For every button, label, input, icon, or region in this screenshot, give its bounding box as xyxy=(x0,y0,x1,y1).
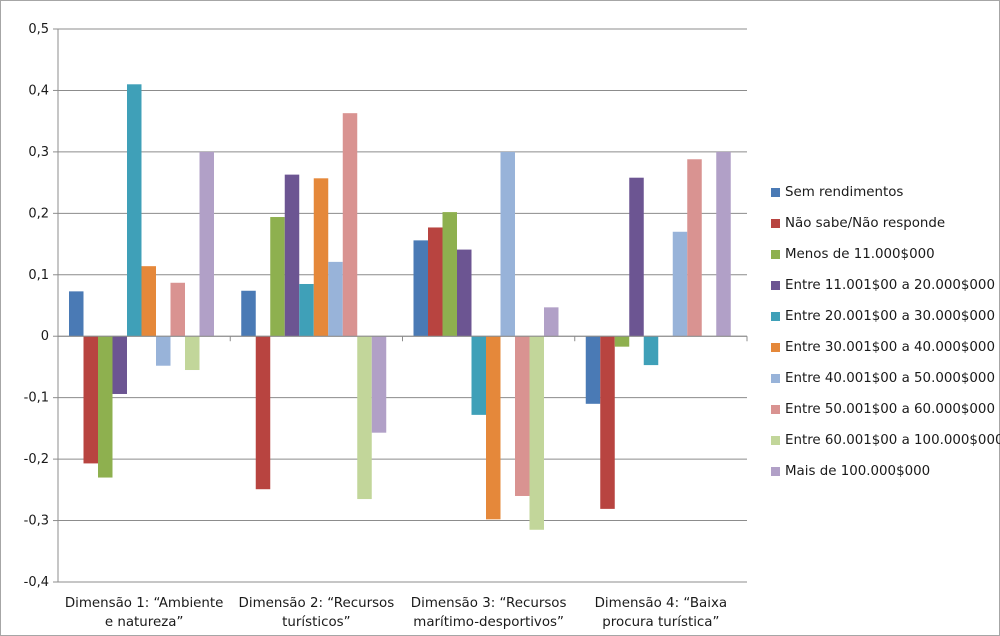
bar xyxy=(371,336,387,433)
legend-item: Menos de 11.000$000 xyxy=(771,239,996,270)
legend-swatch xyxy=(771,436,780,445)
legend-item: Entre 40.001$00 a 50.000$000 xyxy=(771,363,996,394)
y-tick-label: -0,1 xyxy=(24,391,49,406)
legend-label: Entre 50.001$00 a 60.000$000 xyxy=(785,402,995,417)
bar xyxy=(716,151,731,337)
bar xyxy=(112,336,127,394)
legend-swatch xyxy=(771,374,780,383)
bar xyxy=(471,336,486,415)
legend-item: Sem rendimentos xyxy=(771,177,996,208)
legend-label: Sem rendimentos xyxy=(785,185,904,200)
bar xyxy=(284,174,300,337)
category-label: Dimensão 1: “Ambiente xyxy=(65,596,224,611)
bars xyxy=(69,84,731,530)
legend-item: Mais de 100.000$000 xyxy=(771,456,996,487)
bar xyxy=(313,178,329,337)
bar xyxy=(500,151,515,337)
legend-label: Não sabe/Não responde xyxy=(785,216,946,231)
legend-item: Entre 30.001$00 a 40.000$000 xyxy=(771,332,996,363)
bar xyxy=(270,217,285,337)
legend-item: Entre 60.001$00 a 100.000$000 xyxy=(771,425,1000,456)
bar xyxy=(185,336,200,371)
bar xyxy=(544,307,559,337)
legend-swatch xyxy=(771,250,780,259)
bar xyxy=(127,84,142,337)
legend-item: Não sabe/Não responde xyxy=(771,208,996,239)
bar xyxy=(413,240,428,337)
category-label: marítimo-desportivos” xyxy=(413,614,564,630)
legend-swatch xyxy=(771,312,780,321)
bar xyxy=(299,283,314,337)
legend-label: Entre 60.001$00 a 100.000$000 xyxy=(785,433,1000,448)
bar xyxy=(328,261,343,337)
y-tick-label: 0 xyxy=(41,329,49,344)
legend-label: Entre 20.001$00 a 30.000$000 xyxy=(785,309,995,324)
bar xyxy=(486,336,501,520)
category-label: Dimensão 3: “Recursos xyxy=(411,596,567,611)
y-tick-label: -0,2 xyxy=(24,452,49,467)
category-label: procura turística” xyxy=(602,614,719,630)
category-label: Dimensão 2: “Recursos xyxy=(239,596,395,611)
y-tick-label: 0,4 xyxy=(28,83,49,98)
y-tick-label: 0,3 xyxy=(28,145,49,160)
bar xyxy=(457,249,472,337)
y-tick-label: -0,4 xyxy=(24,575,49,590)
bar xyxy=(585,336,601,404)
bar xyxy=(141,266,156,337)
bar xyxy=(515,336,530,496)
axes xyxy=(53,28,748,583)
bar xyxy=(241,290,256,337)
bar xyxy=(83,336,98,464)
bar xyxy=(428,227,443,337)
legend-item: Entre 11.001$00 a 20.000$000 xyxy=(771,270,996,301)
category-label: e natureza” xyxy=(105,615,184,630)
legend-swatch xyxy=(771,188,780,197)
bar xyxy=(342,113,358,337)
y-tick-label: 0,5 xyxy=(28,22,49,37)
bar xyxy=(199,151,214,337)
legend: Sem rendimentos Não sabe/Não responde Meno… xyxy=(771,177,1000,487)
legend-label: Entre 11.001$00 a 20.000$000 xyxy=(785,278,995,293)
legend-item: Entre 20.001$00 a 30.000$000 xyxy=(771,301,996,332)
bar xyxy=(442,212,457,337)
legend-label: Mais de 100.000$000 xyxy=(785,464,931,479)
legend-swatch xyxy=(771,219,780,228)
bar xyxy=(672,231,688,337)
bar xyxy=(69,291,84,337)
bar xyxy=(600,336,615,509)
legend-swatch xyxy=(771,281,780,290)
bar xyxy=(687,159,702,337)
legend-swatch xyxy=(771,343,780,352)
legend-swatch xyxy=(771,467,780,476)
legend-swatch xyxy=(771,405,780,414)
bar xyxy=(156,336,171,366)
y-tick-label: 0,1 xyxy=(28,268,49,283)
bar xyxy=(643,336,659,366)
bar xyxy=(629,177,644,337)
bar xyxy=(98,336,113,478)
bar xyxy=(614,336,630,347)
category-label: Dimensão 4: “Baixa xyxy=(595,596,728,611)
y-tick-label: -0,3 xyxy=(24,514,49,529)
legend-label: Entre 30.001$00 a 40.000$000 xyxy=(785,340,995,355)
bar xyxy=(357,336,372,500)
legend-label: Entre 40.001$00 a 50.000$000 xyxy=(785,371,995,386)
bar xyxy=(255,336,271,490)
axis-labels: -0,4 -0,3 -0,2 -0,1 0 0,1 0,2 0,3 0,4 0,5 Dimensão… xyxy=(24,22,728,630)
legend-label: Menos de 11.000$000 xyxy=(785,247,935,262)
bar xyxy=(529,336,544,530)
category-label: turísticos” xyxy=(282,614,350,630)
bar xyxy=(170,282,185,337)
y-tick-label: 0,2 xyxy=(28,206,49,221)
legend-item: Entre 50.001$00 a 60.000$000 xyxy=(771,394,996,425)
